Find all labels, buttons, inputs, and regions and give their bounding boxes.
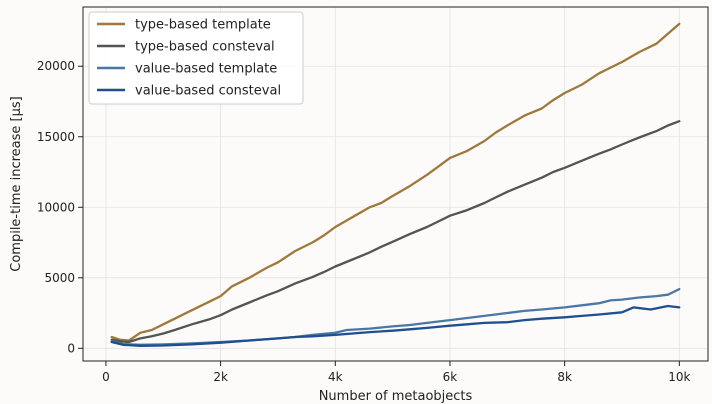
legend-label: value-based template: [135, 62, 277, 77]
x-tick-label: 2k: [213, 370, 228, 384]
legend-box: [88, 11, 304, 105]
y-tick-label: 10000: [37, 200, 75, 214]
legend-label: value-based consteval: [135, 84, 281, 99]
series-line-1: [110, 22, 681, 342]
y-axis: 0 5000 10000 15000 20000: [37, 59, 83, 355]
x-tick-label: 6k: [443, 370, 458, 384]
y-tick-label: 15000: [37, 130, 75, 144]
y-tick-label: 0: [67, 341, 75, 355]
y-tick-label: 20000: [37, 59, 75, 73]
series-line-3: [110, 287, 681, 346]
x-tick-label: 0: [102, 370, 110, 384]
y-axis-label: Compile-time increase [µs]: [9, 96, 24, 271]
x-tick-label: 8k: [557, 370, 572, 384]
legend-label: type-based consteval: [135, 40, 275, 55]
x-tick-label: 10k: [668, 370, 690, 384]
x-axis-label: Number of metaobjects: [319, 389, 473, 404]
y-tick-label: 5000: [44, 271, 75, 285]
series-lines: [110, 22, 681, 347]
x-axis: 0 2k 4k 6k 8k 10k: [102, 361, 690, 384]
legend-label: type-based template: [135, 18, 271, 33]
series-line-4: [110, 304, 681, 347]
legend: type-based template type-based consteval v…: [88, 11, 304, 105]
x-tick-label: 4k: [328, 370, 343, 384]
series-line-2: [110, 120, 681, 344]
plot-frame: [82, 6, 709, 362]
